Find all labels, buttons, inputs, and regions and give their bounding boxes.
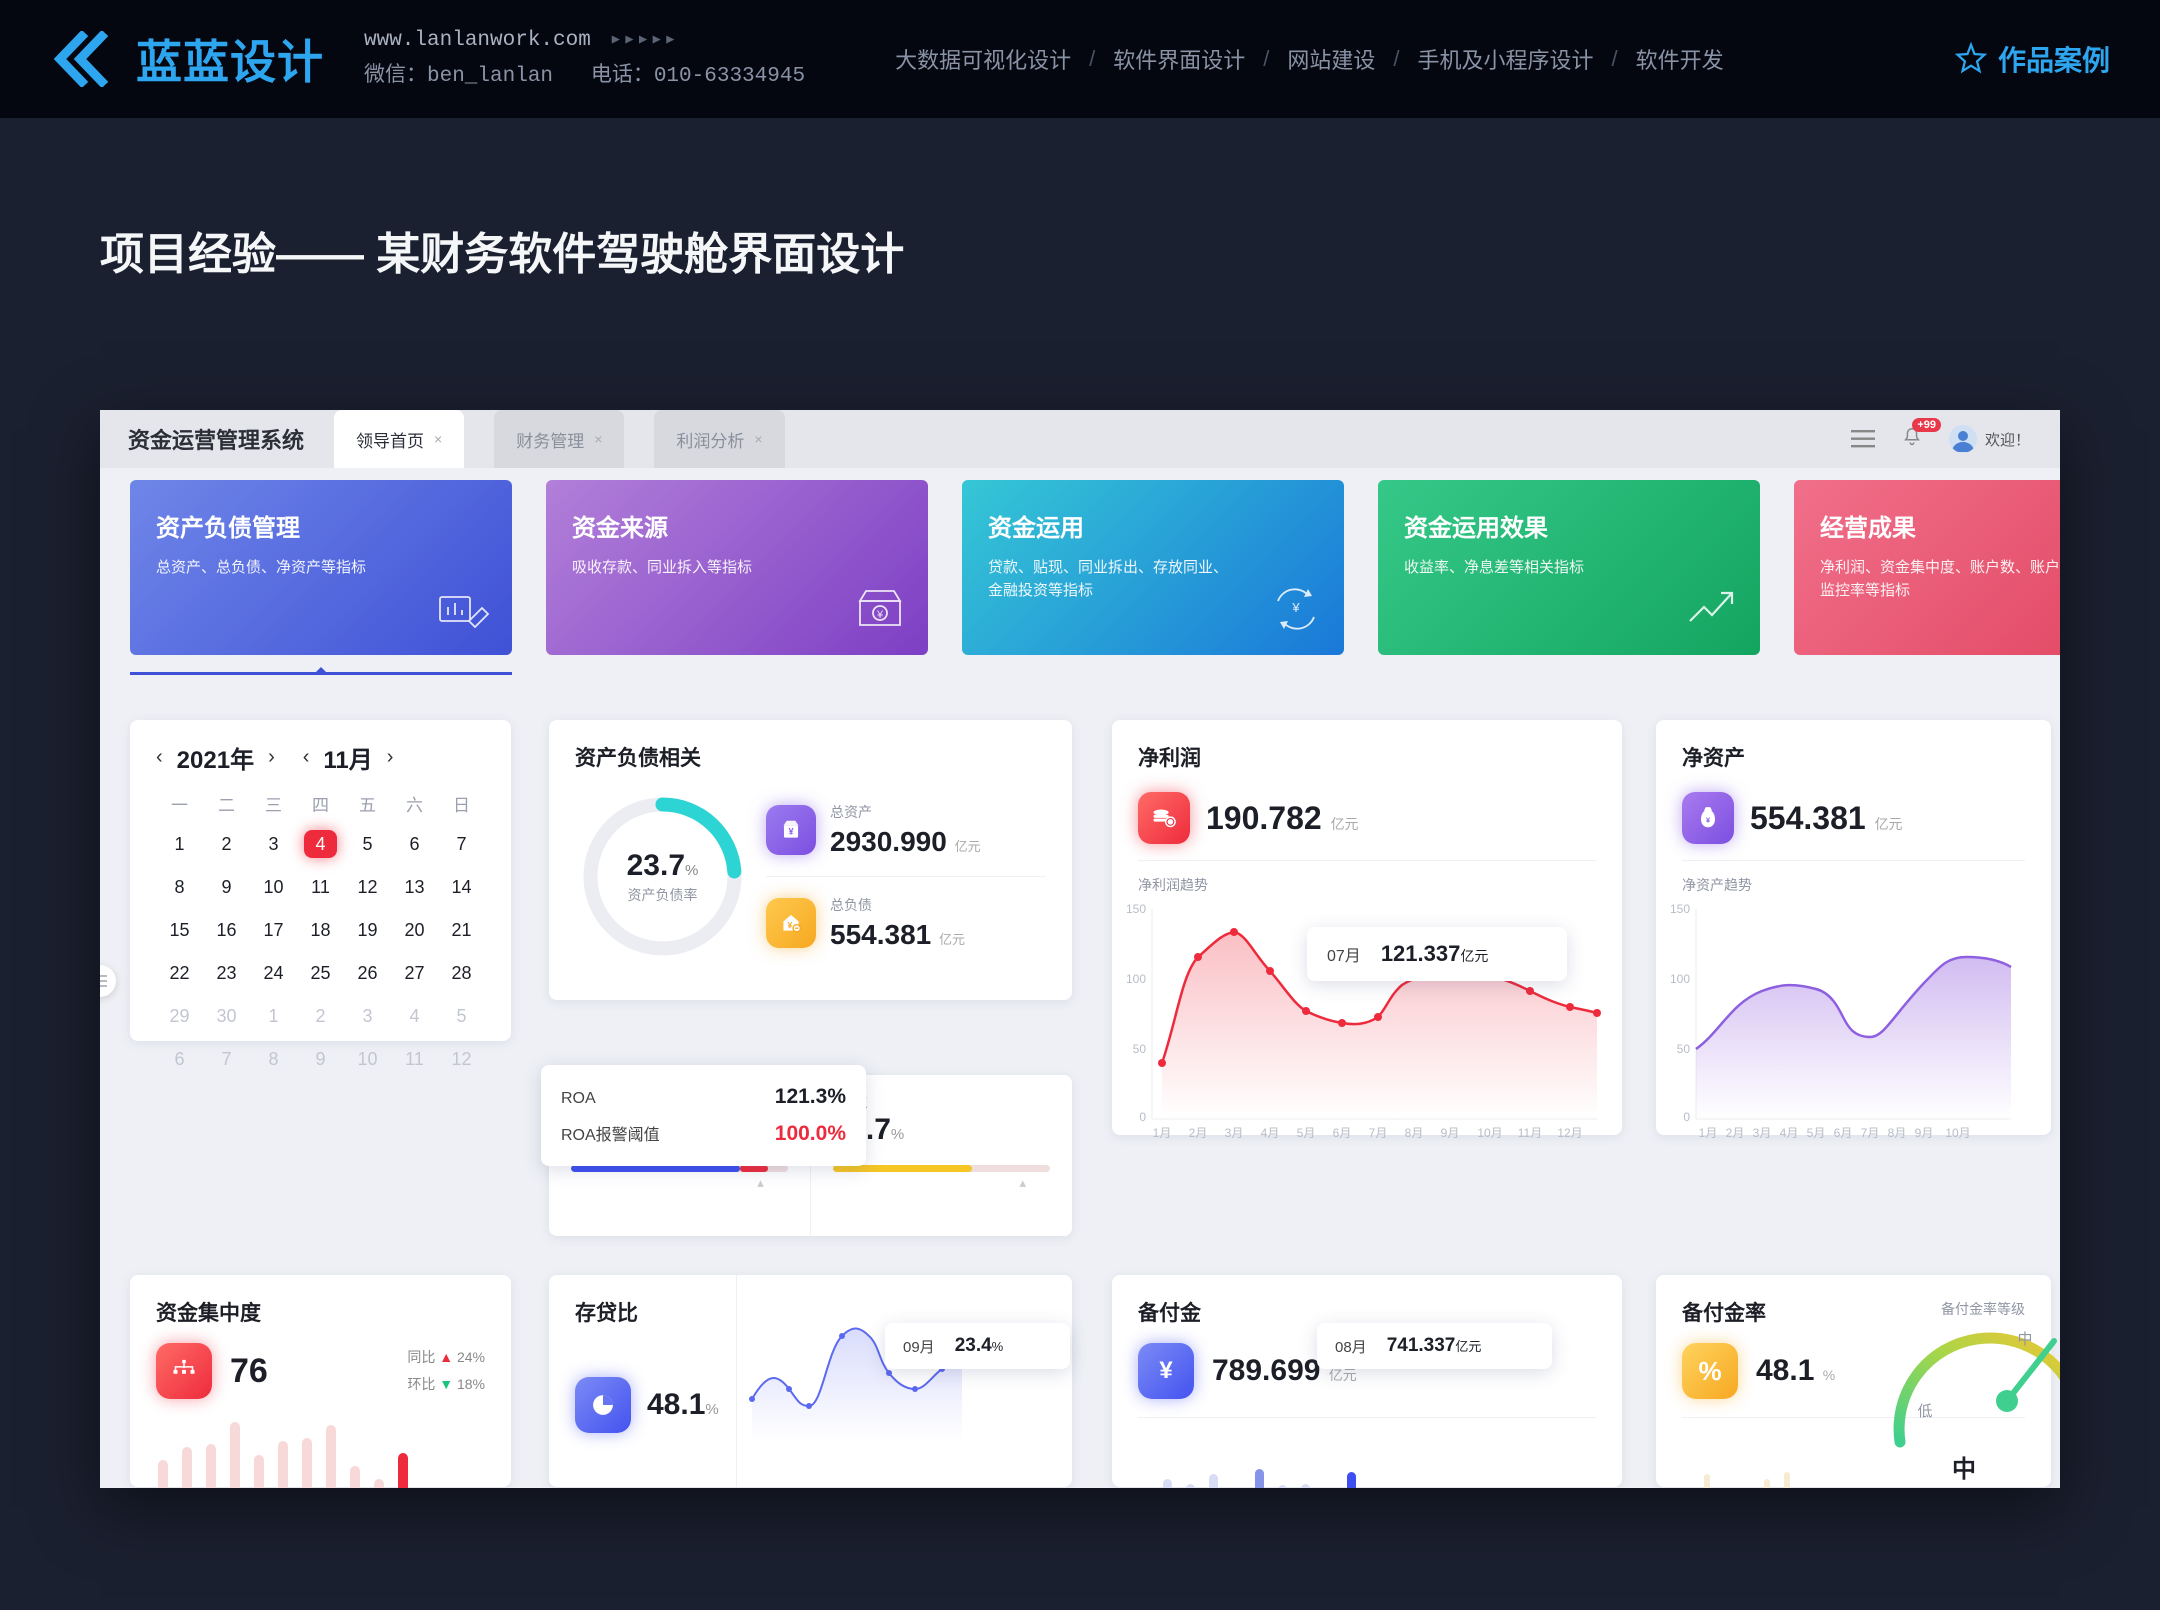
svg-text:5月: 5月: [1807, 1126, 1826, 1140]
svg-text:0: 0: [1683, 1110, 1690, 1124]
svg-text:150: 150: [1126, 902, 1146, 916]
svg-text:2月: 2月: [1189, 1126, 1208, 1140]
svg-text:6月: 6月: [1834, 1126, 1853, 1140]
svg-text:¥: ¥: [876, 609, 884, 621]
svg-text:1月: 1月: [1153, 1126, 1172, 1140]
svg-text:6月: 6月: [1333, 1126, 1352, 1140]
svg-text:中: 中: [1952, 1456, 1976, 1483]
svg-text:7月: 7月: [1369, 1126, 1388, 1140]
svg-text:9月: 9月: [1441, 1126, 1460, 1140]
svg-text:0: 0: [1139, 1110, 1146, 1124]
svg-text:4月: 4月: [1261, 1126, 1280, 1140]
svg-text:150: 150: [1670, 902, 1690, 916]
svg-text:11月: 11月: [1518, 1126, 1542, 1140]
svg-text:9月: 9月: [1915, 1126, 1934, 1140]
svg-text:7月: 7月: [1861, 1126, 1880, 1140]
svg-text:3月: 3月: [1753, 1126, 1772, 1140]
svg-text:¥: ¥: [1291, 600, 1300, 615]
svg-text:4月: 4月: [1780, 1126, 1799, 1140]
svg-text:50: 50: [1133, 1042, 1147, 1056]
svg-text:¥: ¥: [788, 827, 794, 837]
svg-text:5月: 5月: [1297, 1126, 1316, 1140]
svg-text:¥: ¥: [788, 920, 793, 930]
svg-text:10月: 10月: [1945, 1126, 1970, 1140]
svg-text:12月: 12月: [1557, 1126, 1582, 1140]
svg-text:2月: 2月: [1726, 1126, 1745, 1140]
svg-text:1月: 1月: [1699, 1126, 1718, 1140]
svg-text:50: 50: [1677, 1042, 1691, 1056]
svg-text:10月: 10月: [1477, 1126, 1502, 1140]
svg-text:8月: 8月: [1405, 1126, 1424, 1140]
svg-text:100: 100: [1670, 972, 1690, 986]
svg-text:8月: 8月: [1888, 1126, 1907, 1140]
svg-text:3月: 3月: [1225, 1126, 1244, 1140]
svg-text:低: 低: [1917, 1403, 1932, 1420]
svg-text:100: 100: [1126, 972, 1146, 986]
svg-text:中: 中: [2017, 1331, 2032, 1348]
